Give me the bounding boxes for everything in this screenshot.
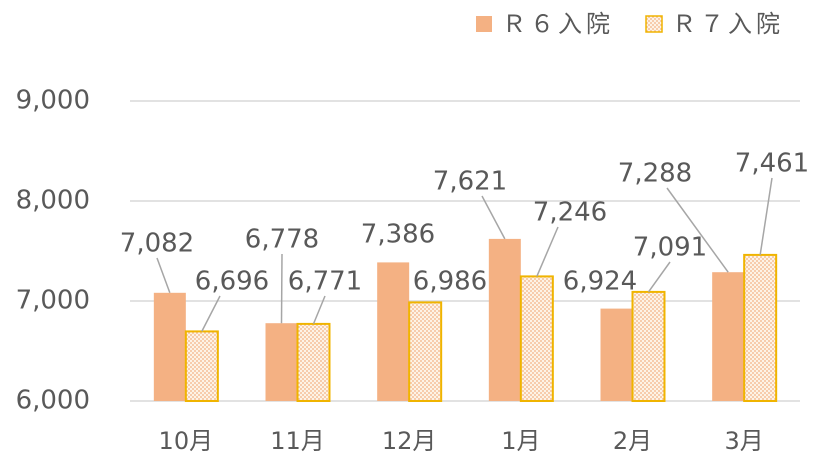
bar	[184, 330, 219, 402]
y-tick-label: 8,000	[16, 186, 90, 216]
x-tick-label: 11月	[270, 427, 325, 455]
bar	[712, 272, 745, 401]
leader-line	[536, 226, 559, 277]
bar	[265, 323, 298, 401]
x-tick-label: 2月	[613, 427, 652, 455]
bar	[377, 262, 410, 401]
leader-line	[312, 295, 326, 325]
legend-label: Ｒ６入院	[502, 10, 614, 38]
leader-line	[156, 257, 171, 294]
bar	[296, 322, 331, 402]
data-label: 7,091	[633, 233, 707, 263]
legend-swatch	[476, 16, 492, 32]
bar	[743, 253, 778, 402]
data-label: 6,696	[195, 267, 269, 297]
bar	[153, 292, 186, 401]
legend-swatch	[645, 15, 663, 33]
leader-line	[280, 253, 283, 324]
data-label: 7,288	[618, 159, 692, 189]
data-label: 7,461	[735, 149, 809, 179]
data-label: 6,924	[563, 267, 637, 297]
legend-label: Ｒ７入院	[672, 10, 784, 38]
y-tick-label: 6,000	[16, 386, 90, 416]
x-tick-label: 3月	[725, 427, 764, 455]
data-label: 7,621	[433, 167, 507, 197]
bar	[600, 308, 633, 401]
y-tick-label: 7,000	[16, 286, 90, 316]
bar	[408, 301, 443, 402]
leader-line	[759, 177, 773, 256]
data-label: 7,082	[120, 229, 194, 259]
data-label: 6,986	[413, 267, 487, 297]
x-tick-label: 12月	[382, 427, 437, 455]
x-tick-label: 10月	[159, 427, 214, 455]
y-tick-label: 9,000	[16, 86, 90, 116]
data-label: 7,246	[533, 198, 607, 228]
x-tick-label: 1月	[501, 427, 540, 455]
leader-line	[647, 261, 671, 293]
bar	[631, 290, 666, 402]
data-label: 6,771	[288, 267, 362, 297]
leader-line	[201, 295, 221, 332]
bar	[519, 275, 554, 402]
leader-line	[666, 187, 729, 273]
bar	[488, 238, 521, 401]
data-label: 7,386	[361, 220, 435, 250]
leader-line	[481, 195, 506, 240]
data-label: 6,778	[245, 225, 319, 255]
